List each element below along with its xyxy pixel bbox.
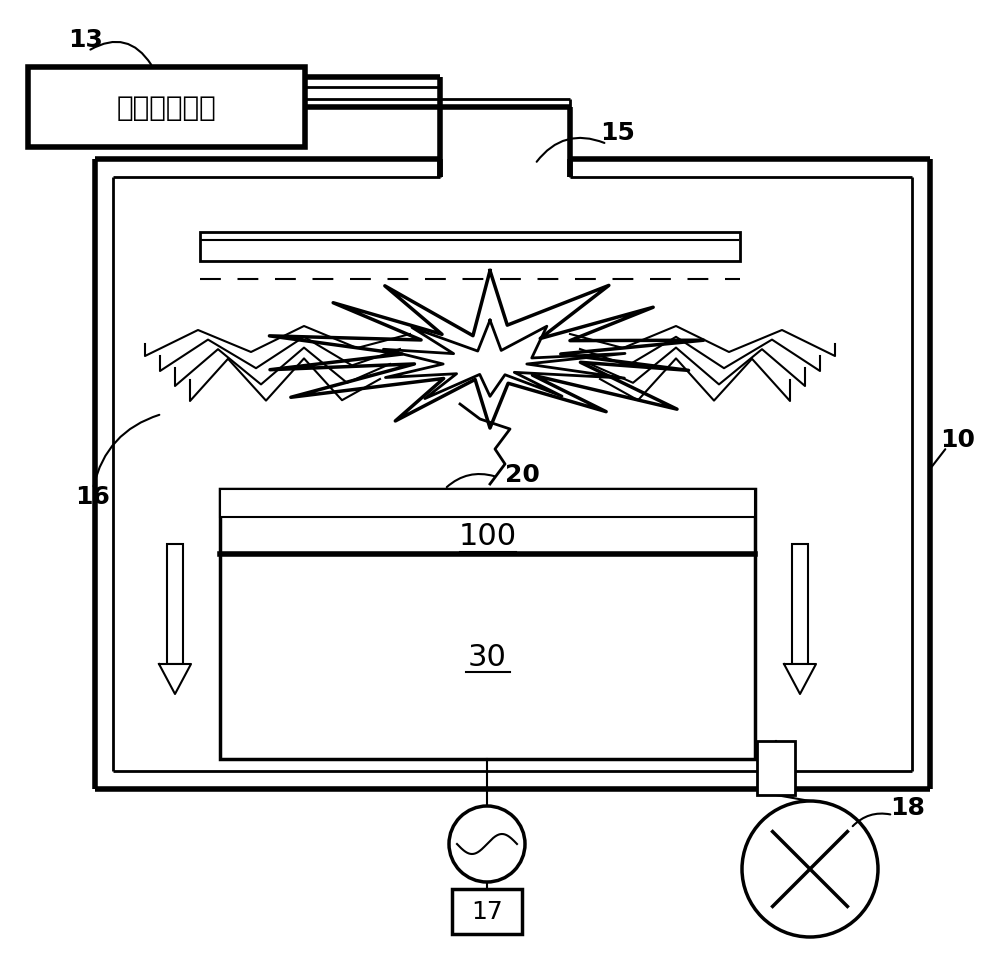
Text: 16: 16 xyxy=(75,484,110,509)
Bar xyxy=(792,545,808,665)
Text: 100: 100 xyxy=(458,521,517,550)
Circle shape xyxy=(742,801,878,937)
Bar xyxy=(220,489,755,517)
Bar xyxy=(200,233,740,262)
Polygon shape xyxy=(159,665,191,694)
Text: 13: 13 xyxy=(68,28,103,52)
Text: 15: 15 xyxy=(600,121,635,144)
Bar xyxy=(452,890,522,934)
Text: 17: 17 xyxy=(471,899,503,923)
Bar xyxy=(220,489,755,760)
Text: 气体供应装置: 气体供应装置 xyxy=(117,94,216,122)
Bar xyxy=(757,741,795,796)
Bar xyxy=(28,68,305,148)
Text: 10: 10 xyxy=(940,427,975,452)
Text: 20: 20 xyxy=(505,462,540,486)
Circle shape xyxy=(449,806,525,882)
Text: 30: 30 xyxy=(468,642,507,672)
Bar xyxy=(167,545,183,665)
Text: 18: 18 xyxy=(890,796,925,819)
Polygon shape xyxy=(784,665,816,694)
